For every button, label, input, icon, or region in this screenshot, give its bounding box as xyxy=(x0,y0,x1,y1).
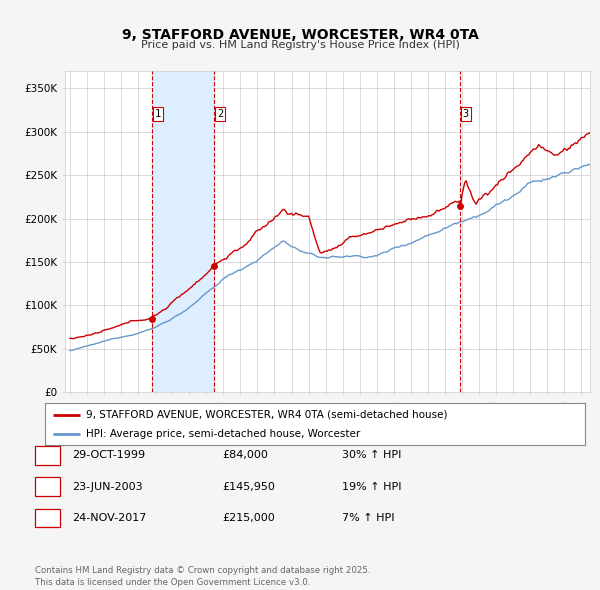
Text: 19% ↑ HPI: 19% ↑ HPI xyxy=(342,482,401,491)
Text: 1: 1 xyxy=(155,109,161,119)
Text: 7% ↑ HPI: 7% ↑ HPI xyxy=(342,513,395,523)
Text: Price paid vs. HM Land Registry's House Price Index (HPI): Price paid vs. HM Land Registry's House … xyxy=(140,40,460,50)
Text: Contains HM Land Registry data © Crown copyright and database right 2025.
This d: Contains HM Land Registry data © Crown c… xyxy=(35,566,370,587)
Text: £215,000: £215,000 xyxy=(222,513,275,523)
Text: 29-OCT-1999: 29-OCT-1999 xyxy=(72,451,145,460)
Text: 23-JUN-2003: 23-JUN-2003 xyxy=(72,482,143,491)
Text: HPI: Average price, semi-detached house, Worcester: HPI: Average price, semi-detached house,… xyxy=(86,429,360,439)
Text: 2: 2 xyxy=(217,109,223,119)
Text: 9, STAFFORD AVENUE, WORCESTER, WR4 0TA: 9, STAFFORD AVENUE, WORCESTER, WR4 0TA xyxy=(122,28,478,42)
Text: 3: 3 xyxy=(44,513,51,523)
Text: 9, STAFFORD AVENUE, WORCESTER, WR4 0TA (semi-detached house): 9, STAFFORD AVENUE, WORCESTER, WR4 0TA (… xyxy=(86,410,447,420)
Text: 2: 2 xyxy=(44,482,51,491)
Text: 3: 3 xyxy=(463,109,469,119)
Text: £84,000: £84,000 xyxy=(222,451,268,460)
Text: 24-NOV-2017: 24-NOV-2017 xyxy=(72,513,146,523)
Text: £145,950: £145,950 xyxy=(222,482,275,491)
Text: 1: 1 xyxy=(44,451,51,460)
Text: 30% ↑ HPI: 30% ↑ HPI xyxy=(342,451,401,460)
Bar xyxy=(152,71,214,392)
